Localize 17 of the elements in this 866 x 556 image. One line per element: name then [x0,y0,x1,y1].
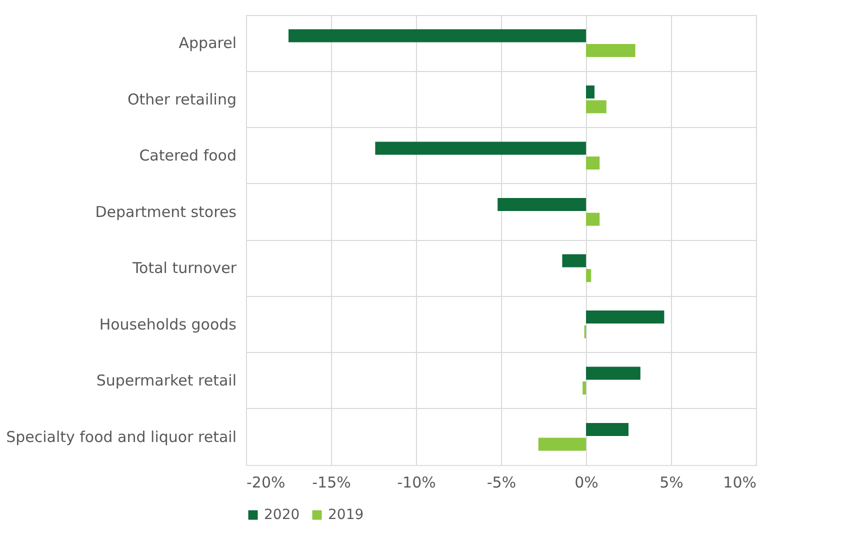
x-tick-label: -5% [486,474,516,492]
y-tick-label: Households goods [99,315,237,334]
x-tick-label: 5% [660,474,684,492]
y-tick-label: Specialty food and liquor retail [6,428,236,446]
legend-label: 2019 [328,507,364,523]
x-tick-label: -10% [397,474,436,492]
y-tick-label: Total turnover [131,259,238,278]
x-tick-label: -20% [246,474,286,492]
y-tick-label: Catered food [139,146,236,165]
x-tick-label: -15% [312,474,351,492]
y-tick-label: Apparel [178,34,236,52]
y-tick-label: Supermarket retail [96,372,236,390]
y-tick-label: Other retailing [127,90,236,108]
y-tick-label: Department stores [95,202,237,221]
x-tick-label: 10% [723,474,756,492]
x-tick-label: 0% [574,474,598,492]
legend-label: 2020 [264,507,300,523]
